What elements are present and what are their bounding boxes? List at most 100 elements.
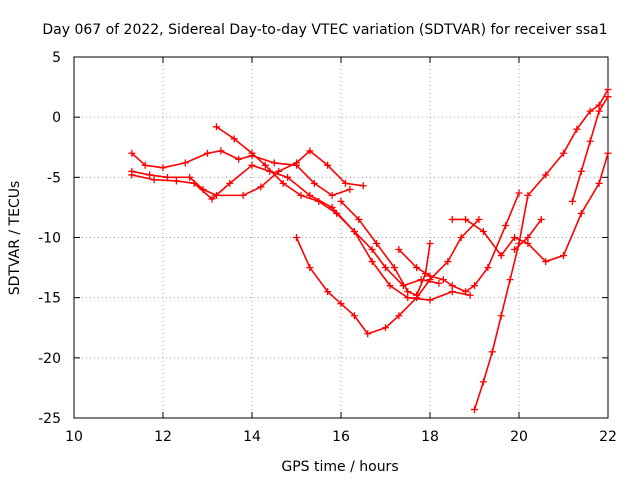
y-axis-label: SDTVAR / TECUs xyxy=(7,181,23,296)
data-point-marker xyxy=(181,159,189,167)
series-s1 xyxy=(128,147,354,199)
data-point-marker xyxy=(471,282,478,290)
series-trace xyxy=(295,218,480,335)
data-point-marker xyxy=(204,149,211,157)
data-point-marker xyxy=(261,161,269,169)
chart-title: Day 067 of 2022, Sidereal Day-to-day VTE… xyxy=(42,22,607,38)
y-tick-label: -10 xyxy=(38,231,61,247)
data-point-marker xyxy=(373,240,381,248)
data-point-marker xyxy=(471,406,478,414)
data-point-marker xyxy=(577,167,585,175)
y-tick-label: 0 xyxy=(52,110,61,126)
data-point-marker xyxy=(297,191,305,199)
data-point-marker xyxy=(306,147,314,155)
data-point-marker xyxy=(128,149,136,157)
data-point-marker xyxy=(324,288,332,296)
data-point-marker xyxy=(457,234,465,241)
data-point-marker xyxy=(257,183,265,191)
x-tick-label: 12 xyxy=(154,429,172,445)
data-point-marker xyxy=(159,164,167,172)
data-point-marker xyxy=(586,107,594,115)
data-point-marker xyxy=(426,240,434,248)
data-point-marker xyxy=(444,258,452,266)
data-point-marker xyxy=(235,155,243,163)
x-tick-label: 18 xyxy=(421,429,439,445)
series-trace xyxy=(340,200,431,297)
data-point-marker xyxy=(524,191,532,199)
data-point-marker xyxy=(208,195,216,203)
y-tick-label: -5 xyxy=(47,170,61,186)
data-point-marker xyxy=(560,252,567,260)
data-point-marker xyxy=(284,173,292,181)
data-point-marker xyxy=(497,252,505,260)
data-point-marker xyxy=(413,291,421,299)
data-point-marker xyxy=(364,330,372,338)
data-point-marker xyxy=(350,227,358,235)
data-point-marker xyxy=(502,221,510,229)
series-s2 xyxy=(128,147,367,199)
x-tick-label: 10 xyxy=(65,429,83,445)
series-s10 xyxy=(511,215,545,254)
x-tick-label: 14 xyxy=(243,429,261,445)
series-s5 xyxy=(293,215,483,338)
data-point-marker xyxy=(484,264,492,272)
data-point-marker xyxy=(586,137,594,145)
data-point-marker xyxy=(141,161,149,169)
data-point-marker xyxy=(279,179,287,187)
data-point-marker xyxy=(310,179,318,187)
data-point-marker xyxy=(395,312,403,320)
data-point-marker xyxy=(524,234,532,241)
series-s8 xyxy=(448,149,612,266)
data-point-marker xyxy=(239,191,247,199)
data-point-marker xyxy=(248,149,256,157)
data-point-marker xyxy=(511,246,519,254)
series-s9 xyxy=(471,85,612,414)
data-point-marker xyxy=(462,215,470,223)
data-point-marker xyxy=(368,258,376,266)
data-point-marker xyxy=(497,312,505,320)
data-point-marker xyxy=(595,179,603,187)
data-point-marker xyxy=(337,197,345,205)
data-point-marker xyxy=(537,215,545,223)
data-point-marker xyxy=(404,288,412,296)
data-point-marker xyxy=(150,176,158,184)
data-point-marker xyxy=(448,288,456,296)
data-point-marker xyxy=(604,149,612,157)
data-point-marker xyxy=(382,264,389,272)
data-point-marker xyxy=(413,264,421,272)
y-tick-label: -25 xyxy=(38,411,61,427)
data-point-marker xyxy=(270,159,278,167)
data-series xyxy=(128,85,612,414)
series-trace xyxy=(398,192,520,293)
data-point-marker xyxy=(190,179,198,187)
data-point-marker xyxy=(577,209,585,217)
data-point-marker xyxy=(306,264,314,272)
data-point-marker xyxy=(573,125,581,133)
data-point-marker xyxy=(439,276,447,284)
data-point-marker xyxy=(475,215,483,223)
series-s11 xyxy=(568,93,612,205)
data-point-marker xyxy=(488,348,496,356)
data-point-marker xyxy=(217,147,225,155)
series-s4 xyxy=(212,123,443,290)
data-point-marker xyxy=(382,324,389,332)
data-point-marker xyxy=(542,258,550,266)
data-point-marker xyxy=(333,209,341,217)
data-point-marker xyxy=(515,189,523,197)
data-point-marker xyxy=(324,161,332,169)
x-tick-label: 22 xyxy=(599,429,617,445)
data-point-marker xyxy=(448,282,456,290)
data-point-marker xyxy=(466,291,474,299)
data-point-marker xyxy=(524,240,532,248)
data-point-marker xyxy=(395,246,403,254)
data-point-marker xyxy=(293,159,300,167)
data-point-marker xyxy=(426,296,434,304)
data-point-marker xyxy=(359,182,367,190)
data-point-marker xyxy=(128,171,136,179)
series-s3 xyxy=(128,161,474,304)
data-point-marker xyxy=(337,300,345,308)
data-point-marker xyxy=(595,101,603,109)
series-trace xyxy=(131,150,365,197)
data-point-marker xyxy=(560,149,567,157)
data-point-marker xyxy=(212,123,220,131)
